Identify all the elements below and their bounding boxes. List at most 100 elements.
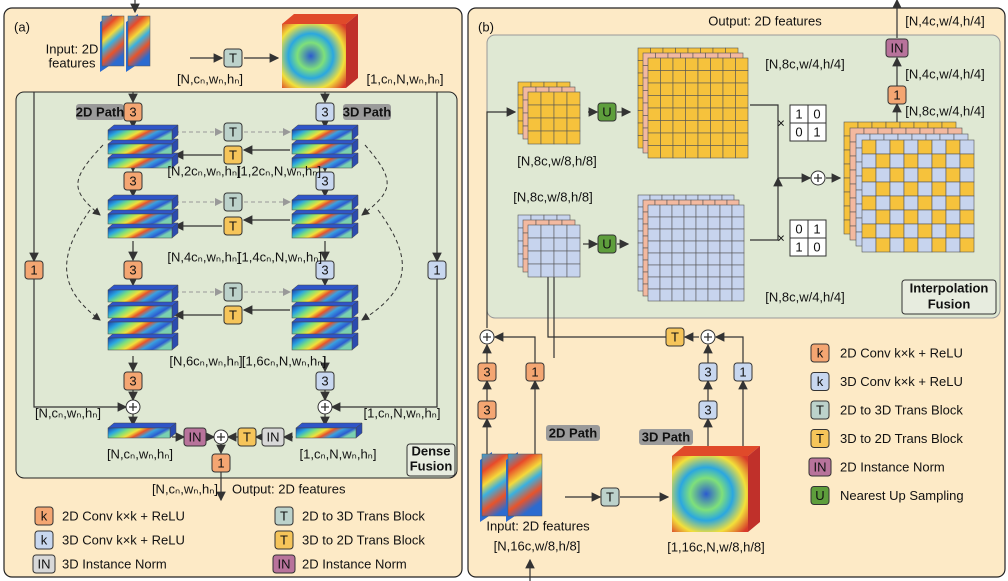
- dims-label: [N,8c,w/4,h/4]: [765, 289, 844, 304]
- label: 0: [813, 106, 820, 121]
- feature-grid: [684, 217, 696, 229]
- feature-grid: [723, 133, 736, 146]
- feature-grid: [541, 105, 554, 118]
- feature-grid: [541, 225, 554, 238]
- feature-grid: [684, 265, 696, 277]
- block-label: T: [243, 429, 251, 444]
- fused-grid: [876, 168, 890, 182]
- block-label: 3: [129, 262, 136, 277]
- fused-grid: [904, 182, 918, 196]
- feature-grid: [696, 265, 708, 277]
- fused-grid: [890, 210, 904, 224]
- slab-front: [108, 338, 172, 350]
- dims-label: [1,16c,N,w/8,h/8]: [667, 539, 765, 554]
- feature-grid: [720, 217, 732, 229]
- feature-grid: [672, 277, 684, 289]
- fused-grid: [890, 196, 904, 210]
- fused-grid: [932, 196, 946, 210]
- feature-grid: [661, 146, 674, 159]
- feature-grid: [684, 253, 696, 265]
- feature-grid: [711, 133, 724, 146]
- feature-grid: [696, 289, 708, 301]
- cube-front: [672, 456, 748, 532]
- label: ×: [777, 115, 785, 130]
- cube-side: [346, 14, 358, 88]
- feature-grid: [673, 146, 686, 159]
- cube-top: [282, 14, 358, 24]
- feature-grid: [528, 225, 541, 238]
- fused-grid: [862, 238, 876, 252]
- legend-text: 2D Conv k×k + ReLU: [840, 345, 963, 360]
- label: features: [49, 55, 96, 70]
- feature-grid: [528, 251, 541, 264]
- cube-front: [282, 24, 346, 88]
- feature-grid: [648, 217, 660, 229]
- slab-front: [292, 200, 352, 210]
- feature-grid: [661, 83, 674, 96]
- block-label: 3: [129, 104, 136, 119]
- block-label: 1: [893, 87, 900, 102]
- dims-label: [N,8c,w/4,h/4]: [765, 56, 844, 71]
- feature-grid: [732, 217, 744, 229]
- feature-grid: [708, 205, 720, 217]
- block-label: 3: [321, 262, 328, 277]
- block-label: U: [602, 104, 611, 119]
- feature-grid: [723, 146, 736, 159]
- fused-grid: [960, 224, 974, 238]
- feature-grid: [736, 146, 749, 159]
- fused-grid: [890, 182, 904, 196]
- feature-grid: [661, 71, 674, 84]
- legend-text: 2D to 3D Trans Block: [840, 402, 963, 417]
- input-map: [508, 454, 542, 516]
- block-label: 1: [30, 262, 37, 277]
- feature-grid: [711, 146, 724, 159]
- block-label: T: [280, 508, 288, 523]
- feature-grid: [708, 241, 720, 253]
- feature-grid: [567, 251, 580, 264]
- slab-top: [292, 285, 358, 290]
- dims-label: [N,8c,w/4,h/4]: [905, 103, 984, 118]
- input-map: [102, 16, 124, 66]
- feature-grid: [720, 289, 732, 301]
- dims-label: [N,2cₙ,wₙ,hₙ]: [167, 163, 240, 178]
- feature-grid: [686, 108, 699, 121]
- feature-grid: [661, 121, 674, 134]
- slab-front: [292, 338, 352, 350]
- feature-grid: [732, 277, 744, 289]
- block-label: 1: [433, 262, 440, 277]
- feature-grid: [673, 83, 686, 96]
- feature-grid: [708, 265, 720, 277]
- feature-grid: [711, 108, 724, 121]
- feature-grid: [648, 83, 661, 96]
- feature-grid: [567, 105, 580, 118]
- label: Input: 2D: [46, 41, 99, 56]
- block-label: k: [817, 345, 824, 360]
- feature-grid: [673, 58, 686, 71]
- label: 1: [795, 239, 802, 254]
- fused-grid: [876, 238, 890, 252]
- feature-grid: [696, 277, 708, 289]
- feature-grid: [567, 225, 580, 238]
- feature-grid: [732, 205, 744, 217]
- slab-front: [108, 200, 172, 210]
- fused-grid: [946, 140, 960, 154]
- fused-grid: [960, 182, 974, 196]
- cube-side: [748, 446, 760, 532]
- dims-label: [N,8c,w/8,h/8]: [517, 153, 596, 168]
- fused-grid: [946, 196, 960, 210]
- label: Output: 2D features: [232, 481, 346, 496]
- fused-grid: [890, 238, 904, 252]
- fused-grid: [960, 140, 974, 154]
- fused-grid: [932, 224, 946, 238]
- feature-grid: [696, 217, 708, 229]
- fused-grid: [890, 224, 904, 238]
- fused-grid: [876, 154, 890, 168]
- dims-label: [N,cₙ,wₙ,hₙ]: [177, 71, 243, 86]
- feature-grid: [723, 121, 736, 134]
- block-label: IN: [814, 459, 827, 474]
- label: 1: [813, 221, 820, 236]
- block-label: 3: [321, 104, 328, 119]
- label: Interpolation: [910, 280, 989, 295]
- fused-grid: [918, 182, 932, 196]
- fused-grid: [932, 168, 946, 182]
